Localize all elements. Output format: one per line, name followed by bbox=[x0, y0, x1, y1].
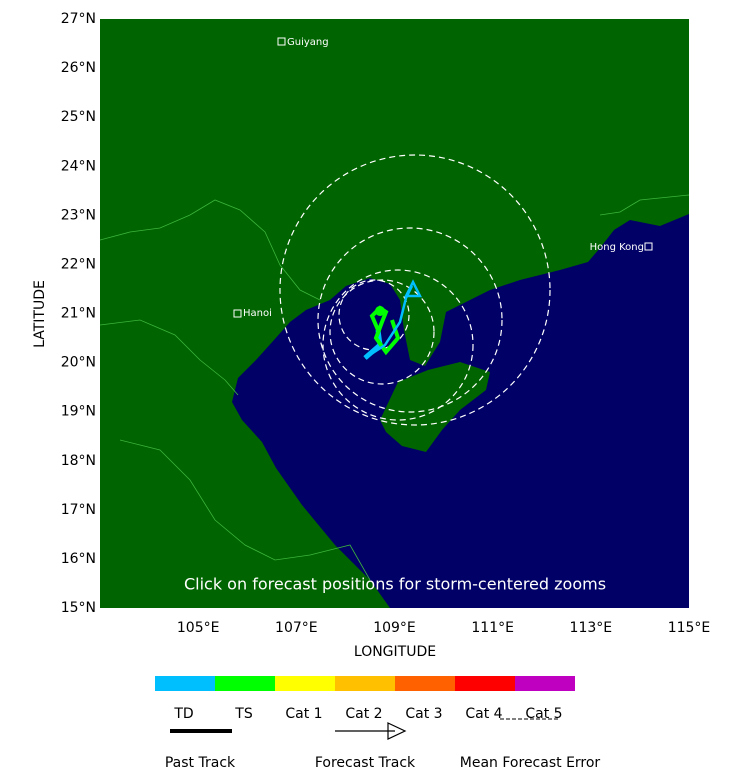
city-marker bbox=[233, 309, 242, 318]
legend-label: Forecast Track bbox=[315, 755, 416, 770]
legend-label: TS bbox=[234, 706, 253, 722]
legend-label: TD bbox=[173, 706, 193, 722]
note: Click on forecast positions for storm-ce… bbox=[184, 575, 606, 594]
city-marker bbox=[277, 37, 286, 46]
hainan-island bbox=[380, 362, 490, 452]
x-tick-label: 107°E bbox=[275, 620, 318, 636]
y-tick-label: 25°N bbox=[61, 109, 96, 125]
y-tick-label: 18°N bbox=[61, 453, 96, 469]
legend-label: Cat 2 bbox=[345, 706, 382, 722]
past-track bbox=[369, 305, 401, 356]
axis-ticks: 105°E 107°E 109°E 111°E 113°E 115°E 15°N 16°N 17… bbox=[61, 11, 711, 636]
legend-swatch bbox=[155, 676, 215, 691]
legend-label: Cat 4 bbox=[465, 706, 502, 722]
legend-swatch bbox=[455, 676, 515, 691]
x-axis-label: LONGITUDE bbox=[354, 644, 436, 660]
forecast-arrow[interactable] bbox=[403, 279, 423, 298]
borders bbox=[100, 194, 689, 581]
city-label: Hong Kong bbox=[590, 242, 644, 253]
ocean bbox=[232, 214, 689, 608]
y-tick-label: 24°N bbox=[61, 158, 96, 174]
y-tick-label: 22°N bbox=[61, 256, 96, 272]
error-circle bbox=[329, 279, 435, 385]
x-tick-label: 109°E bbox=[373, 620, 416, 636]
city-label: Hanoi bbox=[243, 308, 272, 319]
map-area[interactable]: Guiyang Hanoi Hong Kong Click on forecas… bbox=[100, 19, 689, 608]
y-tick-label: 19°N bbox=[61, 404, 96, 420]
error-circle bbox=[317, 227, 503, 413]
y-tick-label: 20°N bbox=[61, 355, 96, 371]
legend-label: Cat 5 bbox=[525, 706, 562, 722]
x-tick-label: 105°E bbox=[177, 620, 220, 636]
legend-swatch bbox=[215, 676, 275, 691]
y-tick-label: 16°N bbox=[61, 551, 96, 567]
error-circle bbox=[279, 154, 551, 426]
legend-swatch bbox=[395, 676, 455, 691]
y-tick-label: 15°N bbox=[61, 600, 96, 616]
x-tick-label: 111°E bbox=[471, 620, 514, 636]
y-axis-label: LATITUDE bbox=[32, 280, 48, 348]
legend-arrow bbox=[387, 722, 407, 740]
legend-label: Past Track bbox=[165, 755, 236, 770]
city-marker bbox=[644, 242, 653, 251]
x-tick-label: 113°E bbox=[570, 620, 613, 636]
legend-swatch bbox=[275, 676, 335, 691]
y-tick-label: 26°N bbox=[61, 60, 96, 76]
x-tick-label: 115°E bbox=[668, 620, 711, 636]
forecast-error-circles bbox=[279, 154, 551, 426]
error-circle bbox=[322, 269, 474, 421]
legend-swatch bbox=[335, 676, 395, 691]
y-tick-label: 21°N bbox=[61, 306, 96, 322]
city-label: Guiyang bbox=[287, 37, 329, 48]
y-tick-label: 27°N bbox=[61, 11, 96, 27]
legend-label: Cat 3 bbox=[405, 706, 442, 722]
legend-label: Mean Forecast Error bbox=[460, 755, 601, 770]
y-tick-label: 23°N bbox=[61, 207, 96, 223]
legend: TD TS Cat 1 Cat 2 Cat 3 Cat 4 Cat 5 Past Track F… bbox=[155, 676, 601, 771]
y-tick-label: 17°N bbox=[61, 502, 96, 518]
legend-swatch bbox=[515, 676, 575, 691]
past-position bbox=[375, 306, 385, 316]
legend-label: Cat 1 bbox=[285, 706, 322, 722]
